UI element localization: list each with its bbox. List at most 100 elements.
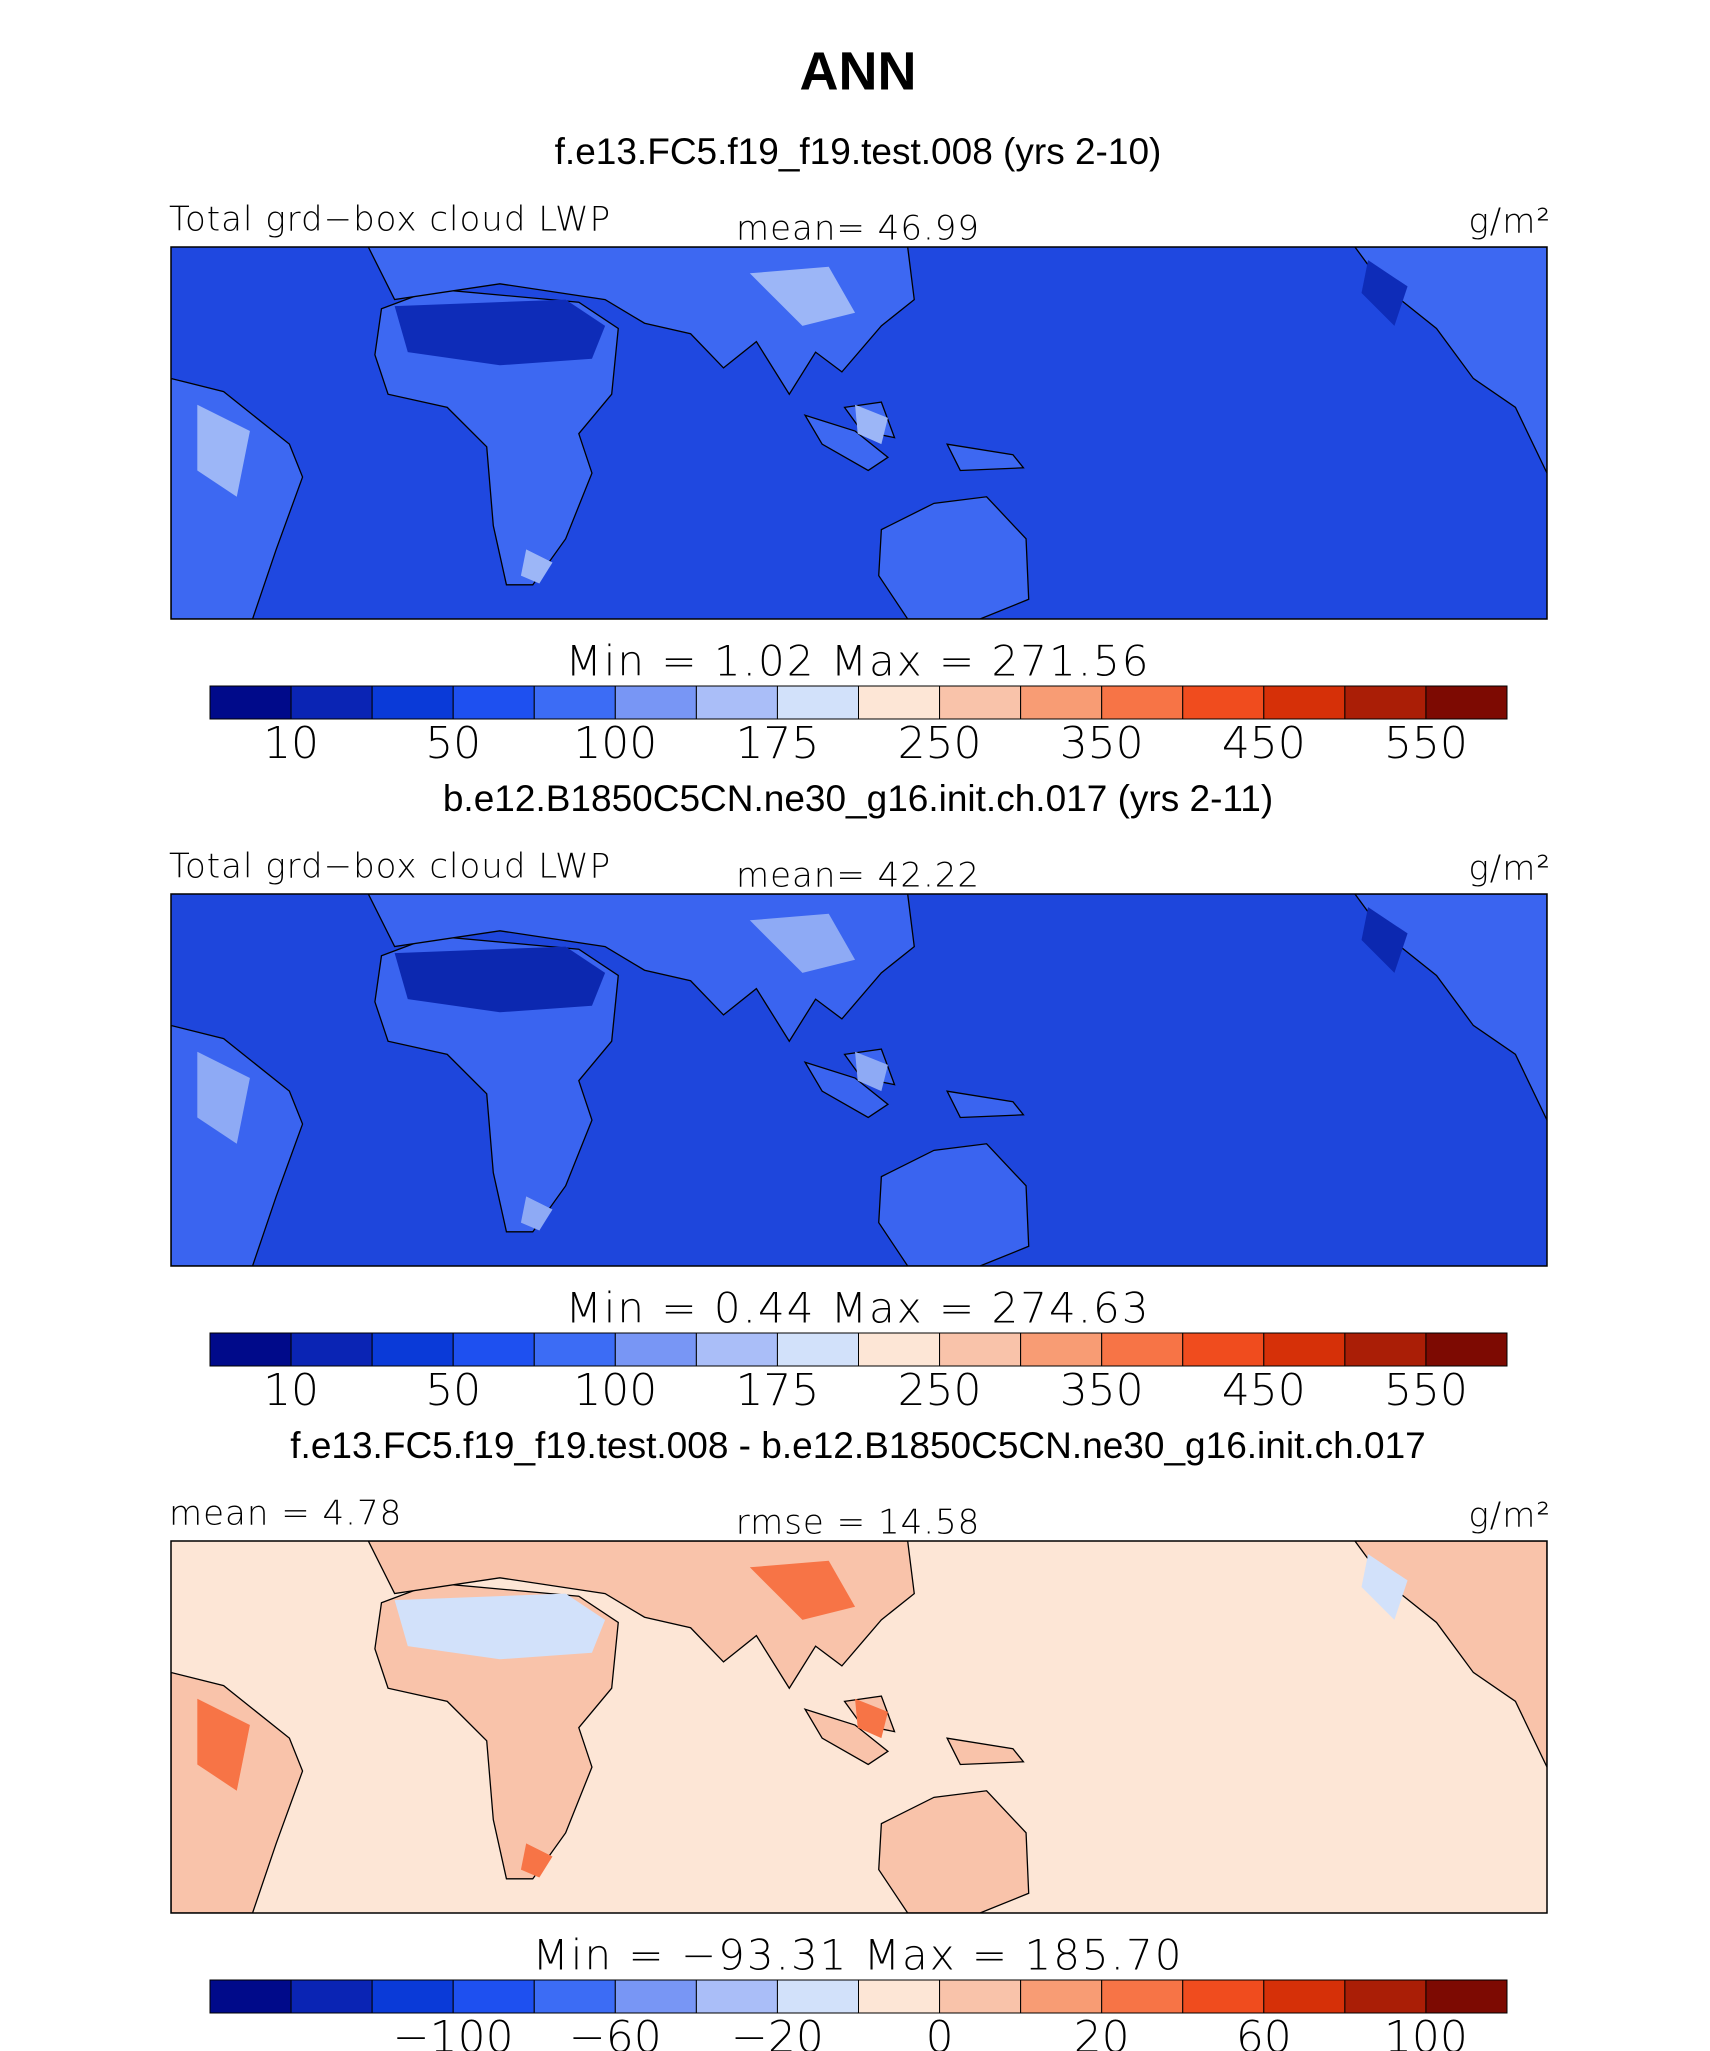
- field-patch: [1361, 907, 1408, 973]
- colorbar-box: [290, 1979, 373, 2014]
- map: [171, 1541, 1547, 1913]
- field-patch: [520, 1843, 553, 1878]
- colorbar-box: [290, 1332, 373, 1367]
- land: [947, 1738, 1023, 1764]
- panel-center-label: mean= 42.22: [736, 856, 980, 896]
- colorbar-box: [1020, 1979, 1103, 2014]
- map-frame: [170, 246, 1548, 620]
- colorbar-label: 50: [425, 1365, 481, 1416]
- colorbar-box: [776, 1332, 859, 1367]
- colorbar-label: 100: [573, 718, 657, 769]
- field-patch: [197, 1051, 250, 1144]
- panel-units: g/m²: [1468, 849, 1551, 889]
- colorbar-label: −20: [731, 2012, 824, 2051]
- panel-stats: Min = 1.02 Max = 271.56: [566, 637, 1151, 686]
- colorbar-label: 175: [735, 718, 819, 769]
- field-patch: [855, 1051, 888, 1092]
- colorbar-label: 350: [1060, 1365, 1144, 1416]
- field-patch: [520, 549, 553, 584]
- map-frame: [170, 893, 1548, 1267]
- colorbar-box: [452, 685, 535, 720]
- colorbar-box: [209, 685, 292, 720]
- panel-stats: Min = 0.44 Max = 274.63: [566, 1284, 1151, 1333]
- map-frame: [170, 1540, 1548, 1914]
- field-patch: [749, 913, 856, 973]
- land: [879, 1144, 1029, 1266]
- colorbar-box: [533, 1979, 616, 2014]
- colorbar-box: [614, 685, 697, 720]
- colorbar-box: [1020, 1332, 1103, 1367]
- colorbar-box: [695, 1332, 778, 1367]
- colorbar-box: [1182, 1979, 1265, 2014]
- colorbar-label: 100: [573, 1365, 657, 1416]
- figure-title: ANN: [800, 41, 917, 101]
- colorbar-box: [776, 685, 859, 720]
- field-patch: [855, 1698, 888, 1739]
- colorbar-box: [858, 685, 941, 720]
- land: [805, 1709, 888, 1764]
- land: [947, 1091, 1023, 1117]
- colorbar-box: [1020, 685, 1103, 720]
- colorbar-box: [1182, 1332, 1265, 1367]
- colorbar-box: [1182, 685, 1265, 720]
- colorbar-box: [1101, 1332, 1184, 1367]
- panel-subtitle: f.e13.FC5.f19_f19.test.008 - b.e12.B1850…: [290, 1425, 1425, 1466]
- colorbar-box: [371, 685, 454, 720]
- colorbar-box: [209, 1979, 292, 2014]
- land: [879, 497, 1029, 619]
- field-patch: [1361, 260, 1408, 326]
- panel-left-label: Total grd−box cloud LWP: [169, 847, 611, 887]
- field-patch: [197, 1698, 250, 1791]
- colorbar-label: 550: [1384, 718, 1468, 769]
- colorbar-box: [939, 685, 1022, 720]
- map: [171, 247, 1547, 619]
- panel-units: g/m²: [1468, 1496, 1551, 1536]
- colorbar-box: [1344, 1332, 1427, 1367]
- colorbar-label: 250: [898, 718, 982, 769]
- colorbar-box: [695, 685, 778, 720]
- panel-stats: Min = −93.31 Max = 185.70: [533, 1931, 1184, 1980]
- field-patch: [197, 404, 250, 497]
- land: [947, 444, 1023, 470]
- colorbar-box: [939, 1979, 1022, 2014]
- colorbar-box: [1425, 685, 1508, 720]
- colorbar-box: [1425, 1979, 1508, 2014]
- field-patch: [394, 946, 606, 1013]
- colorbar-label: 60: [1236, 2012, 1292, 2051]
- colorbar-box: [1101, 1979, 1184, 2014]
- colorbar-box: [533, 685, 616, 720]
- panel-units: g/m²: [1468, 202, 1551, 242]
- colorbar-label: 20: [1074, 2012, 1130, 2051]
- colorbar-label: 550: [1384, 1365, 1468, 1416]
- colorbar-label: −60: [569, 2012, 662, 2051]
- panel-center-label: mean= 46.99: [736, 209, 980, 249]
- panel-left-label: mean = 4.78: [169, 1494, 402, 1534]
- panel-subtitle: f.e13.FC5.f19_f19.test.008 (yrs 2-10): [555, 131, 1162, 172]
- colorbar-box: [939, 1332, 1022, 1367]
- land: [805, 1062, 888, 1117]
- colorbar-label: 50: [425, 718, 481, 769]
- colorbar-box: [858, 1979, 941, 2014]
- colorbar-label: 450: [1222, 718, 1306, 769]
- colorbar-label: 175: [735, 1365, 819, 1416]
- panel-subtitle: b.e12.B1850C5CN.ne30_g16.init.ch.017 (yr…: [443, 778, 1273, 819]
- colorbar-label: 450: [1222, 1365, 1306, 1416]
- colorbar-label: 10: [263, 1365, 319, 1416]
- colorbar-box: [776, 1979, 859, 2014]
- colorbar-box: [695, 1979, 778, 2014]
- map-layer: [171, 894, 1547, 1266]
- colorbar-label: −100: [393, 2012, 514, 2051]
- colorbar-label: 250: [898, 1365, 982, 1416]
- colorbar-box: [1263, 1979, 1346, 2014]
- field-patch: [749, 266, 856, 326]
- land: [805, 415, 888, 470]
- colorbar-box: [614, 1332, 697, 1367]
- colorbar-box: [371, 1979, 454, 2014]
- field-patch: [520, 1196, 553, 1231]
- panel-left-label: Total grd−box cloud LWP: [169, 200, 611, 240]
- colorbar-box: [1344, 685, 1427, 720]
- field-patch: [749, 1560, 856, 1620]
- colorbar-label: 350: [1060, 718, 1144, 769]
